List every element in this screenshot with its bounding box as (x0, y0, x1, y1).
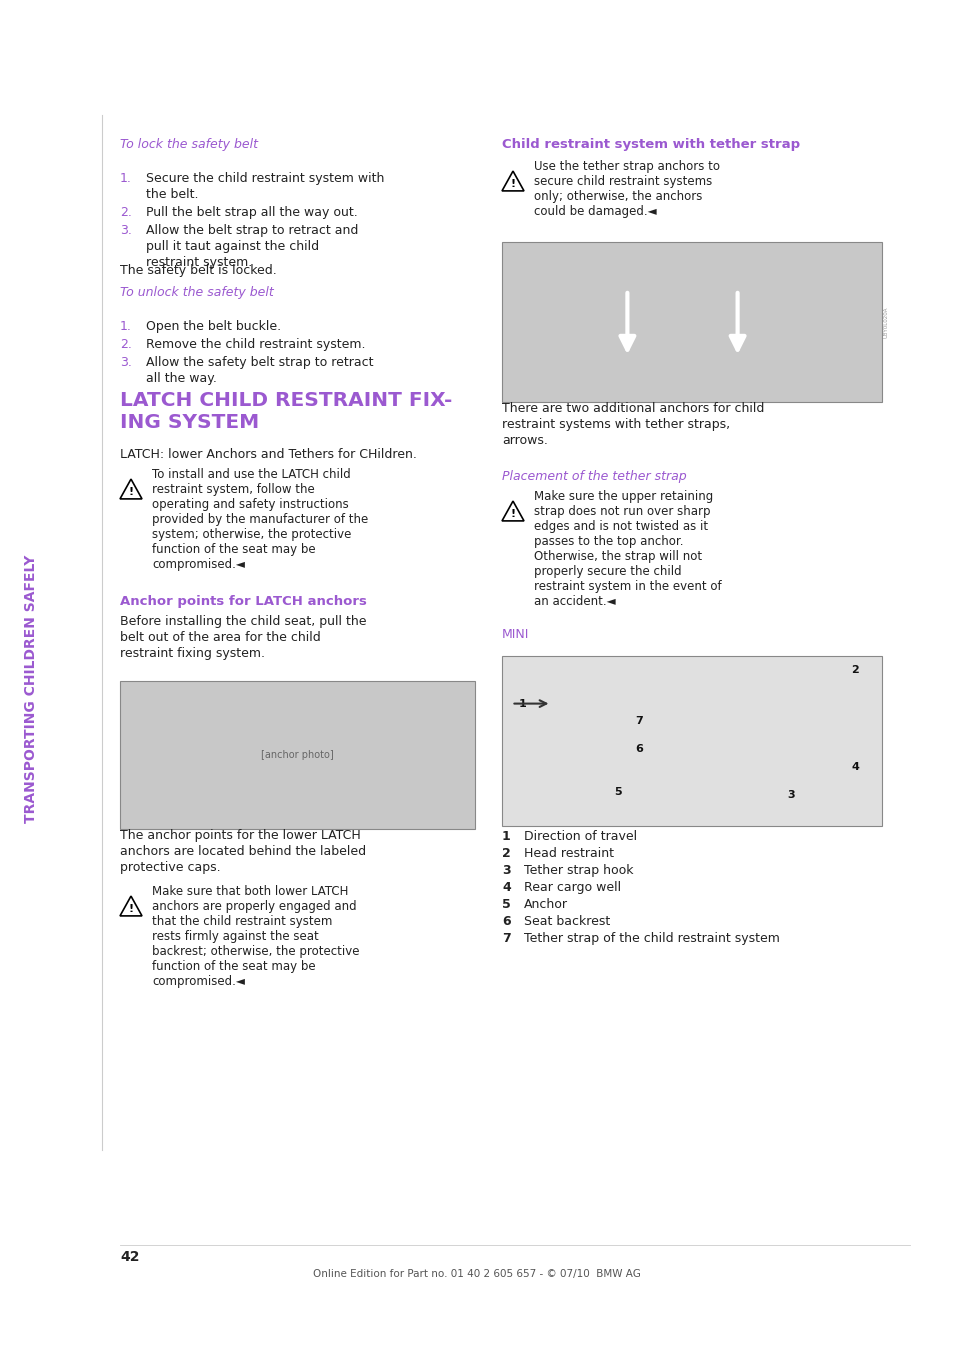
Text: !: ! (510, 178, 515, 189)
Text: 1.: 1. (120, 320, 132, 333)
Text: 2.: 2. (120, 207, 132, 219)
Text: restraint system.: restraint system. (146, 256, 252, 269)
Text: Anchor points for LATCH anchors: Anchor points for LATCH anchors (120, 595, 367, 608)
Text: 7: 7 (501, 931, 510, 945)
Text: TRANSPORTING CHILDREN SAFELY: TRANSPORTING CHILDREN SAFELY (24, 555, 37, 822)
Bar (501, 242, 882, 402)
Polygon shape (120, 896, 142, 915)
Text: Rear cargo well: Rear cargo well (523, 882, 620, 894)
Text: LATCH CHILD RESTRAINT FIX-: LATCH CHILD RESTRAINT FIX- (120, 392, 452, 410)
Text: Remove the child restraint system.: Remove the child restraint system. (146, 338, 365, 351)
Text: 3.: 3. (120, 356, 132, 369)
Text: strap does not run over sharp: strap does not run over sharp (534, 505, 710, 518)
Text: Child restraint system with tether strap: Child restraint system with tether strap (501, 138, 800, 151)
Text: 5: 5 (501, 898, 510, 911)
Text: Pull the belt strap all the way out.: Pull the belt strap all the way out. (146, 207, 357, 219)
Text: the belt.: the belt. (146, 188, 198, 201)
Text: properly secure the child: properly secure the child (534, 566, 680, 578)
Text: compromised.◄: compromised.◄ (152, 975, 245, 988)
Text: To lock the safety belt: To lock the safety belt (120, 138, 257, 151)
Text: backrest; otherwise, the protective: backrest; otherwise, the protective (152, 945, 359, 958)
Bar (120, 680, 475, 829)
Text: 42: 42 (120, 1250, 139, 1264)
Text: 2.: 2. (120, 338, 132, 351)
Text: Before installing the child seat, pull the: Before installing the child seat, pull t… (120, 616, 366, 628)
Text: 3: 3 (786, 790, 794, 801)
Text: protective caps.: protective caps. (120, 861, 220, 873)
Text: Head restraint: Head restraint (523, 846, 614, 860)
Text: 6: 6 (634, 744, 642, 755)
Text: Make sure the upper retaining: Make sure the upper retaining (534, 490, 713, 504)
Text: system; otherwise, the protective: system; otherwise, the protective (152, 528, 351, 541)
Text: restraint system in the event of: restraint system in the event of (534, 580, 720, 593)
Text: 1: 1 (501, 830, 510, 842)
Text: could be damaged.◄: could be damaged.◄ (534, 205, 656, 217)
Text: !: ! (129, 486, 133, 497)
Text: There are two additional anchors for child: There are two additional anchors for chi… (501, 402, 763, 414)
Text: all the way.: all the way. (146, 373, 216, 385)
Text: Otherwise, the strap will not: Otherwise, the strap will not (534, 549, 701, 563)
Text: function of the seat may be: function of the seat may be (152, 960, 315, 973)
Text: restraint fixing system.: restraint fixing system. (120, 647, 265, 660)
Text: Make sure that both lower LATCH: Make sure that both lower LATCH (152, 886, 348, 898)
Text: To install and use the LATCH child: To install and use the LATCH child (152, 468, 351, 481)
Text: operating and safety instructions: operating and safety instructions (152, 498, 349, 512)
Text: !: ! (510, 509, 515, 518)
Text: Placement of the tether strap: Placement of the tether strap (501, 470, 686, 483)
Text: U3Y0L020A: U3Y0L020A (883, 306, 888, 338)
Polygon shape (501, 501, 523, 521)
Text: 6: 6 (501, 915, 510, 927)
Text: Use the tether strap anchors to: Use the tether strap anchors to (534, 161, 720, 173)
Text: Anchor: Anchor (523, 898, 567, 911)
Text: [anchor photo]: [anchor photo] (261, 751, 334, 760)
Text: Secure the child restraint system with: Secure the child restraint system with (146, 171, 384, 185)
Text: 2: 2 (501, 846, 510, 860)
Text: arrows.: arrows. (501, 433, 547, 447)
Text: 5: 5 (614, 787, 621, 796)
Text: passes to the top anchor.: passes to the top anchor. (534, 535, 682, 548)
Text: an accident.◄: an accident.◄ (534, 595, 615, 608)
Text: edges and is not twisted as it: edges and is not twisted as it (534, 520, 707, 533)
Text: anchors are located behind the labeled: anchors are located behind the labeled (120, 845, 366, 859)
Text: restraint system, follow the: restraint system, follow the (152, 483, 314, 495)
Text: anchors are properly engaged and: anchors are properly engaged and (152, 900, 356, 913)
Text: that the child restraint system: that the child restraint system (152, 915, 332, 927)
Text: LATCH: lower Anchors and Tethers for CHildren.: LATCH: lower Anchors and Tethers for CHi… (120, 448, 416, 460)
Polygon shape (120, 479, 142, 500)
Text: Open the belt buckle.: Open the belt buckle. (146, 320, 281, 333)
Text: 2: 2 (851, 664, 859, 675)
Text: 4: 4 (851, 761, 859, 771)
Text: Online Edition for Part no. 01 40 2 605 657 - © 07/10  BMW AG: Online Edition for Part no. 01 40 2 605 … (313, 1269, 640, 1278)
Bar (501, 656, 882, 826)
Text: compromised.◄: compromised.◄ (152, 558, 245, 571)
Text: Direction of travel: Direction of travel (523, 830, 637, 842)
Text: !: ! (129, 903, 133, 914)
Text: only; otherwise, the anchors: only; otherwise, the anchors (534, 190, 701, 202)
Text: Tether strap of the child restraint system: Tether strap of the child restraint syst… (523, 931, 779, 945)
Text: 7: 7 (635, 716, 642, 725)
Text: 1: 1 (518, 698, 526, 709)
Text: 3.: 3. (120, 224, 132, 238)
Text: 3: 3 (501, 864, 510, 878)
Text: belt out of the area for the child: belt out of the area for the child (120, 630, 320, 644)
Text: ING SYSTEM: ING SYSTEM (120, 413, 259, 432)
Text: rests firmly against the seat: rests firmly against the seat (152, 930, 318, 944)
Polygon shape (501, 171, 523, 190)
Text: provided by the manufacturer of the: provided by the manufacturer of the (152, 513, 368, 526)
Text: Tether strap hook: Tether strap hook (523, 864, 633, 878)
Text: pull it taut against the child: pull it taut against the child (146, 240, 319, 252)
Text: secure child restraint systems: secure child restraint systems (534, 176, 712, 188)
Text: 1.: 1. (120, 171, 132, 185)
Text: Seat backrest: Seat backrest (523, 915, 610, 927)
Text: MINI: MINI (501, 628, 529, 641)
Text: 4: 4 (501, 882, 510, 894)
Text: The anchor points for the lower LATCH: The anchor points for the lower LATCH (120, 829, 360, 842)
Text: function of the seat may be: function of the seat may be (152, 543, 315, 556)
Text: To unlock the safety belt: To unlock the safety belt (120, 286, 274, 298)
Text: restraint systems with tether straps,: restraint systems with tether straps, (501, 418, 729, 431)
Text: Allow the belt strap to retract and: Allow the belt strap to retract and (146, 224, 358, 238)
Text: Allow the safety belt strap to retract: Allow the safety belt strap to retract (146, 356, 374, 369)
Text: The safety belt is locked.: The safety belt is locked. (120, 265, 276, 277)
